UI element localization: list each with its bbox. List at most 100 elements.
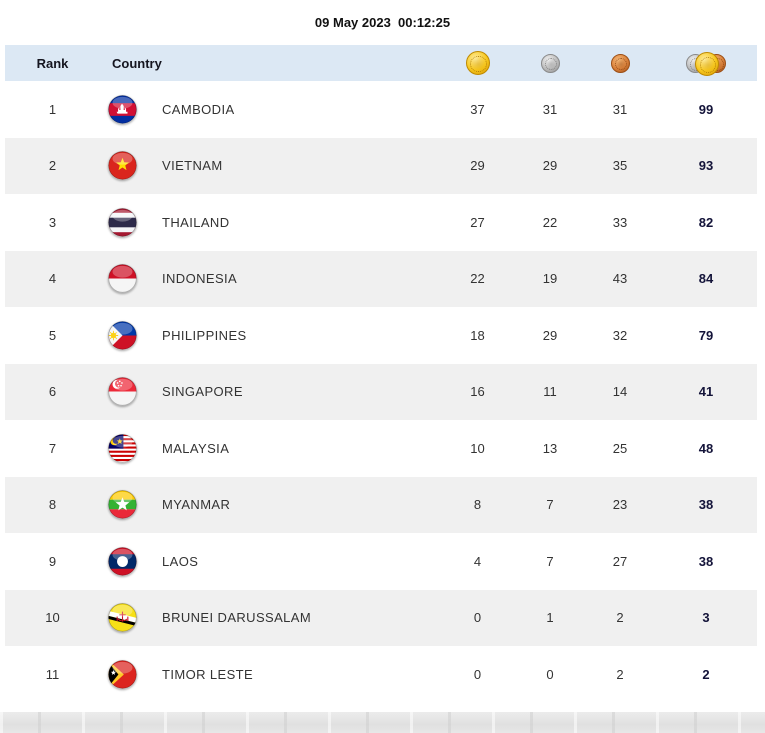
- gold-count: 37: [470, 101, 485, 117]
- total-gold-part-icon: [695, 52, 719, 76]
- silver-count: 7: [546, 553, 554, 569]
- total-count: 38: [698, 497, 714, 513]
- silver-count: 29: [542, 327, 558, 343]
- bronze-count: 31: [612, 101, 628, 117]
- total-count: 48: [698, 440, 714, 456]
- total-count: 41: [698, 384, 714, 400]
- table-row: 2 VIETNAM 29 29 35 93: [5, 137, 757, 194]
- country-name: LAOS: [162, 553, 199, 569]
- total-count: 2: [702, 666, 710, 682]
- total-medals-icon: [685, 51, 727, 76]
- rank-value: 10: [45, 610, 60, 626]
- bronze-column-header: [585, 53, 655, 73]
- country-name: MALAYSIA: [162, 440, 230, 456]
- table-row: 7 MALAYSIA 10 13 25 48: [5, 420, 757, 477]
- country-name: PHILIPPINES: [162, 327, 247, 343]
- bronze-count: 32: [612, 327, 628, 343]
- silver-count: 13: [542, 440, 558, 456]
- country-name: INDONESIA: [162, 271, 238, 287]
- myanmar-flag-icon: [108, 490, 137, 520]
- table-row: 1 CAMBODIA 37 31 31 99: [5, 81, 757, 138]
- country-name: MYANMAR: [162, 497, 231, 513]
- total-column-header: [655, 51, 757, 76]
- silver-count: 11: [543, 384, 557, 400]
- table-header-row: Rank Country: [5, 45, 757, 81]
- rank-value: 7: [48, 440, 57, 456]
- gold-count: 10: [470, 440, 485, 456]
- thailand-flag-icon: [108, 207, 137, 237]
- table-row: 9 LAOS 4 7 27 38: [5, 533, 757, 590]
- country-name: SINGAPORE: [162, 384, 243, 400]
- rank-value: 9: [48, 553, 57, 569]
- datetime-text: 09 May 2023 00:12:25: [314, 15, 451, 30]
- vietnam-flag-icon: [108, 151, 137, 181]
- table-row: 6 SINGAPORE 16 11 14 41: [5, 363, 757, 420]
- bronze-count: 2: [616, 610, 624, 626]
- bronze-count: 14: [612, 384, 628, 400]
- silver-count: 22: [542, 214, 558, 230]
- rank-column-header: Rank: [36, 55, 69, 71]
- gold-count: 18: [470, 327, 485, 343]
- silver-count: 1: [546, 610, 554, 626]
- gold-medal-icon: [465, 51, 490, 75]
- bronze-medal-icon: [610, 53, 630, 73]
- country-name: BRUNEI DARUSSALAM: [162, 610, 312, 626]
- silver-count: 7: [546, 497, 554, 513]
- silver-count: 0: [546, 666, 554, 682]
- cambodia-flag-icon: [108, 94, 137, 124]
- total-count: 84: [698, 271, 714, 287]
- total-count: 38: [698, 553, 714, 569]
- datetime-bar: 09 May 2023 00:12:25: [0, 0, 765, 45]
- total-count: 79: [698, 327, 714, 343]
- country-name: CAMBODIA: [162, 101, 235, 117]
- malaysia-flag-icon: [108, 433, 137, 463]
- gold-count: 0: [473, 666, 482, 682]
- total-count: 93: [698, 158, 714, 174]
- total-count: 82: [698, 214, 714, 230]
- table-row: 4 INDONESIA 22 19 43 84: [5, 250, 757, 307]
- country-column-header: Country: [112, 55, 162, 71]
- timor-leste-flag-icon: [108, 659, 137, 689]
- silver-count: 29: [542, 158, 558, 174]
- gold-count: 16: [470, 384, 485, 400]
- rank-value: 5: [48, 327, 57, 343]
- bronze-count: 2: [616, 666, 624, 682]
- rank-value: 3: [48, 214, 57, 230]
- gold-count: 4: [473, 553, 482, 569]
- footer-background-strip: [0, 712, 765, 733]
- rank-value: 2: [48, 158, 57, 174]
- rank-value: 4: [48, 271, 57, 287]
- silver-count: 31: [542, 101, 558, 117]
- rank-value: 8: [48, 497, 57, 513]
- gold-count: 0: [473, 610, 482, 626]
- rank-value: 11: [45, 666, 60, 682]
- bronze-count: 23: [612, 497, 628, 513]
- rank-value: 6: [48, 384, 57, 400]
- table-row: 5 PHILIPPINES 18 29 32 79: [5, 307, 757, 364]
- table-row: 3 THAILAND 27 22 33 82: [5, 194, 757, 251]
- philippines-flag-icon: [108, 320, 137, 350]
- gold-count: 22: [470, 271, 485, 287]
- total-count: 3: [702, 610, 710, 626]
- brunei-flag-icon: [108, 603, 137, 633]
- table-row: 10 BRUNEI DARUSSALAM 0 1 2 3: [5, 589, 757, 646]
- country-name: THAILAND: [162, 214, 230, 230]
- gold-column-header: [440, 51, 515, 75]
- silver-count: 19: [542, 271, 558, 287]
- gold-count: 8: [473, 497, 482, 513]
- gold-count: 27: [470, 214, 485, 230]
- laos-flag-icon: [108, 546, 137, 576]
- singapore-flag-icon: [108, 377, 137, 407]
- gold-count: 29: [470, 158, 485, 174]
- total-count: 99: [698, 101, 714, 117]
- country-name: VIETNAM: [162, 158, 223, 174]
- bronze-count: 43: [612, 271, 628, 287]
- table-body: 1 CAMBODIA 37 31 31 99 2 VIETNAM 29 29 3…: [5, 81, 757, 703]
- rank-value: 1: [48, 101, 57, 117]
- bronze-count: 33: [612, 214, 628, 230]
- medal-table: Rank Country 1 CAMBODIA 37 31 31 99: [5, 45, 757, 703]
- table-row: 11 TIMOR LESTE 0 0 2 2: [5, 646, 757, 703]
- silver-column-header: [515, 53, 585, 73]
- table-row: 8 MYANMAR 8 7 23 38: [5, 476, 757, 533]
- indonesia-flag-icon: [108, 264, 137, 294]
